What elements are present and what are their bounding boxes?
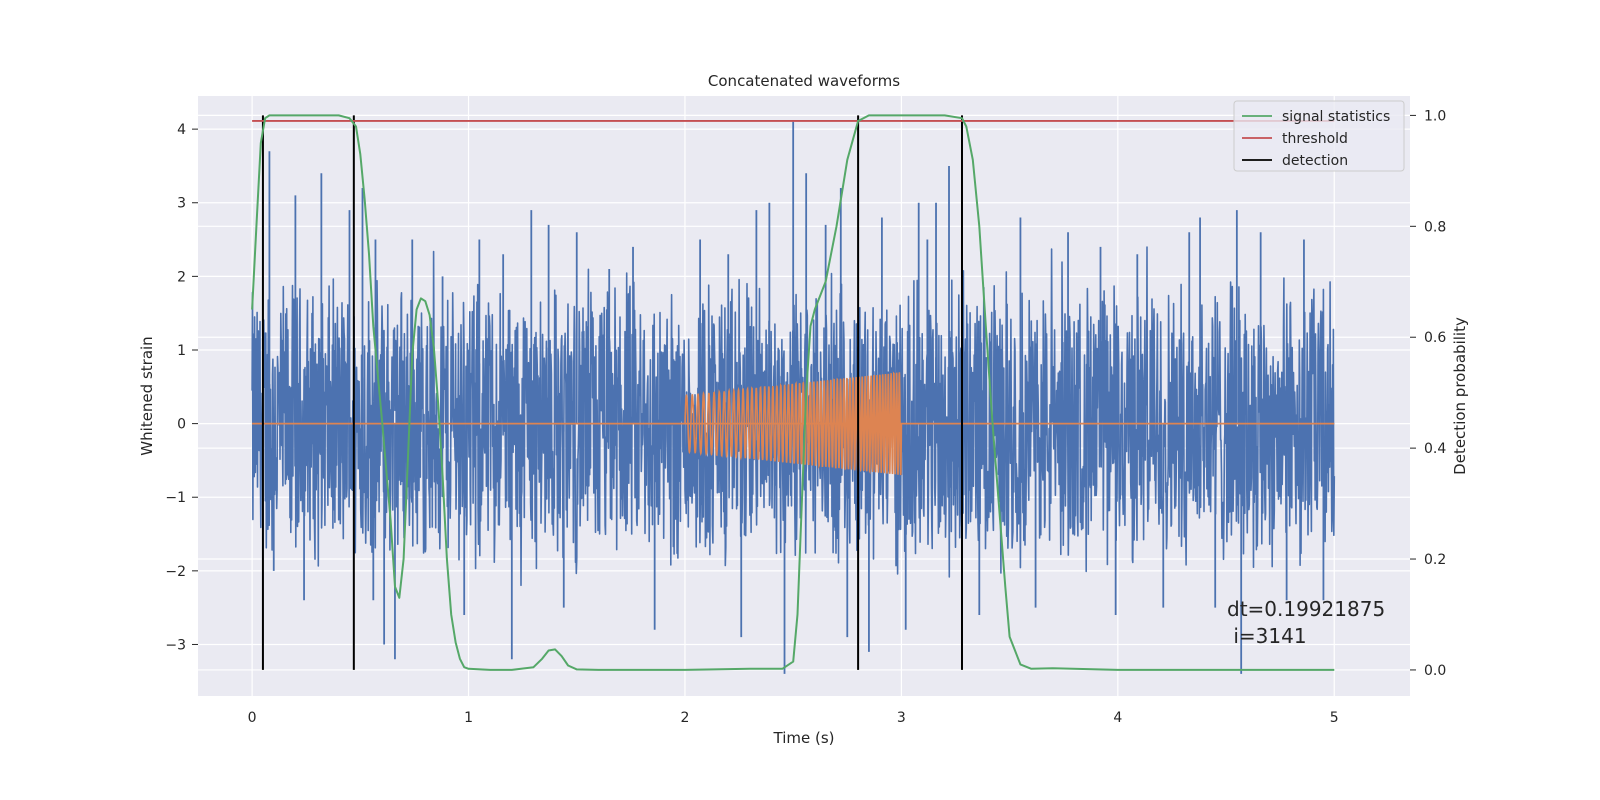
left-y-tick-label: 0 (177, 417, 186, 433)
right-y-tick-label: 0.0 (1424, 663, 1446, 679)
right-y-tick-label: 0.8 (1424, 219, 1446, 235)
x-tick-label: 1 (464, 710, 473, 726)
annotation-dt: dt=0.19921875 (1227, 597, 1385, 621)
injected-chirp-waveform (684, 371, 903, 476)
left-y-axis-ticks: −3 −2 −1 0 1 2 3 4 (165, 122, 198, 653)
left-y-tick-label: −3 (165, 637, 186, 653)
legend: signal statistics threshold detection (1233, 100, 1405, 172)
right-y-tick-label: 1.0 (1424, 108, 1446, 124)
left-y-tick-label: 3 (177, 196, 186, 212)
legend-box (1233, 100, 1405, 172)
legend-label-signal-statistics: signal statistics (1282, 109, 1390, 125)
x-axis-title: Time (s) (773, 729, 835, 747)
left-y-tick-label: 4 (177, 122, 186, 138)
x-tick-label: 4 (1113, 710, 1122, 726)
legend-label-threshold: threshold (1282, 131, 1348, 147)
right-y-axis-title: Detection probability (1451, 317, 1469, 475)
right-y-tick-label: 0.6 (1424, 330, 1446, 346)
right-y-tick-label: 0.4 (1424, 441, 1446, 457)
x-tick-label: 2 (681, 710, 690, 726)
plot-content (251, 114, 1336, 674)
x-tick-label: 3 (897, 710, 906, 726)
left-y-tick-label: −2 (165, 564, 186, 580)
left-y-tick-label: 1 (177, 343, 186, 359)
signal-statistics-curve (251, 114, 1335, 671)
legend-label-detection: detection (1282, 153, 1348, 169)
annotation-i: i=3141 (1227, 624, 1307, 648)
chart-title: Concatenated waveforms (708, 72, 900, 90)
right-y-tick-label: 0.2 (1424, 552, 1446, 568)
x-axis-ticks: 0 1 2 3 4 5 (248, 710, 1339, 726)
left-y-tick-label: −1 (165, 490, 186, 506)
left-y-tick-label: 2 (177, 269, 186, 285)
x-tick-label: 0 (248, 710, 257, 726)
left-y-axis-title: Whitened strain (138, 336, 156, 455)
right-y-axis-ticks: 0.0 0.2 0.4 0.6 0.8 1.0 (1410, 108, 1446, 679)
x-tick-label: 5 (1330, 710, 1339, 726)
